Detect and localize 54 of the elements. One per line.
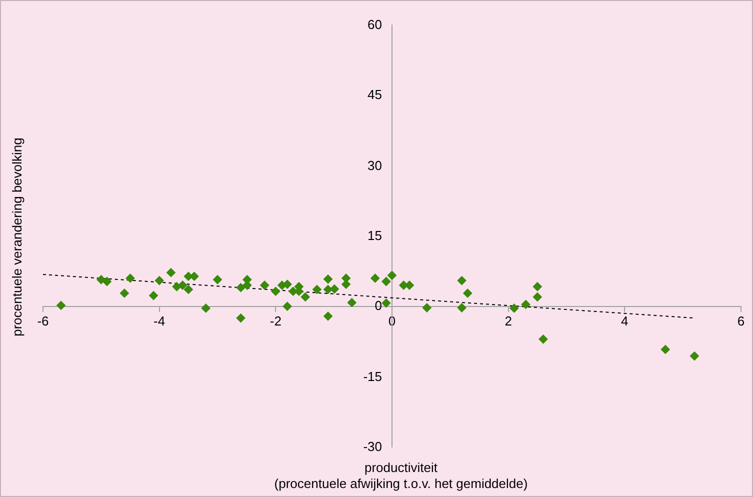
point xyxy=(324,274,333,284)
point xyxy=(532,292,542,302)
y-axis-title: procentuele verandering bevolking xyxy=(10,138,24,336)
point xyxy=(457,276,466,286)
point xyxy=(166,268,176,278)
point xyxy=(56,300,66,310)
point xyxy=(236,283,246,292)
point xyxy=(422,303,432,312)
point xyxy=(126,274,135,283)
y-tick-label: 60 xyxy=(368,17,382,33)
point xyxy=(510,304,519,313)
point xyxy=(312,284,322,294)
point xyxy=(382,276,391,286)
x-tick-label: 4 xyxy=(621,314,628,329)
point xyxy=(660,344,670,354)
point xyxy=(149,291,158,300)
point xyxy=(463,288,472,298)
point xyxy=(96,275,106,284)
point xyxy=(300,292,310,302)
point xyxy=(538,334,548,344)
point xyxy=(236,314,246,323)
point xyxy=(178,280,188,290)
y-tick-label: 45 xyxy=(368,87,382,104)
x-tick-label: -6 xyxy=(37,314,49,329)
point xyxy=(330,284,339,294)
x-tick-label: -4 xyxy=(154,314,166,329)
y-tick-label: 30 xyxy=(368,158,382,174)
point xyxy=(154,276,164,286)
point xyxy=(201,304,210,313)
point xyxy=(690,352,699,361)
point xyxy=(457,303,466,312)
point xyxy=(213,275,222,284)
y-tick-label: 0 xyxy=(374,298,382,314)
x-axis-title: productiviteit (procentuele afwijking t.o.v. het gemiddelde) xyxy=(273,460,529,492)
point xyxy=(324,312,333,321)
point xyxy=(271,286,280,296)
point xyxy=(282,302,292,311)
y-tick-label: -15 xyxy=(363,368,382,385)
point xyxy=(184,284,193,294)
point xyxy=(370,274,380,283)
point xyxy=(388,270,396,280)
x-tick-label: 2 xyxy=(504,314,512,329)
point xyxy=(532,282,542,292)
point xyxy=(120,288,129,298)
x-tick-label: 6 xyxy=(737,314,745,329)
point xyxy=(521,300,530,309)
x-tick-label: -2 xyxy=(270,314,282,329)
point xyxy=(347,298,356,308)
point xyxy=(102,276,112,286)
point xyxy=(260,280,270,290)
y-tick-label: 15 xyxy=(368,228,382,244)
point xyxy=(172,282,182,292)
y-tick-label: -30 xyxy=(363,439,382,455)
point xyxy=(382,298,391,308)
